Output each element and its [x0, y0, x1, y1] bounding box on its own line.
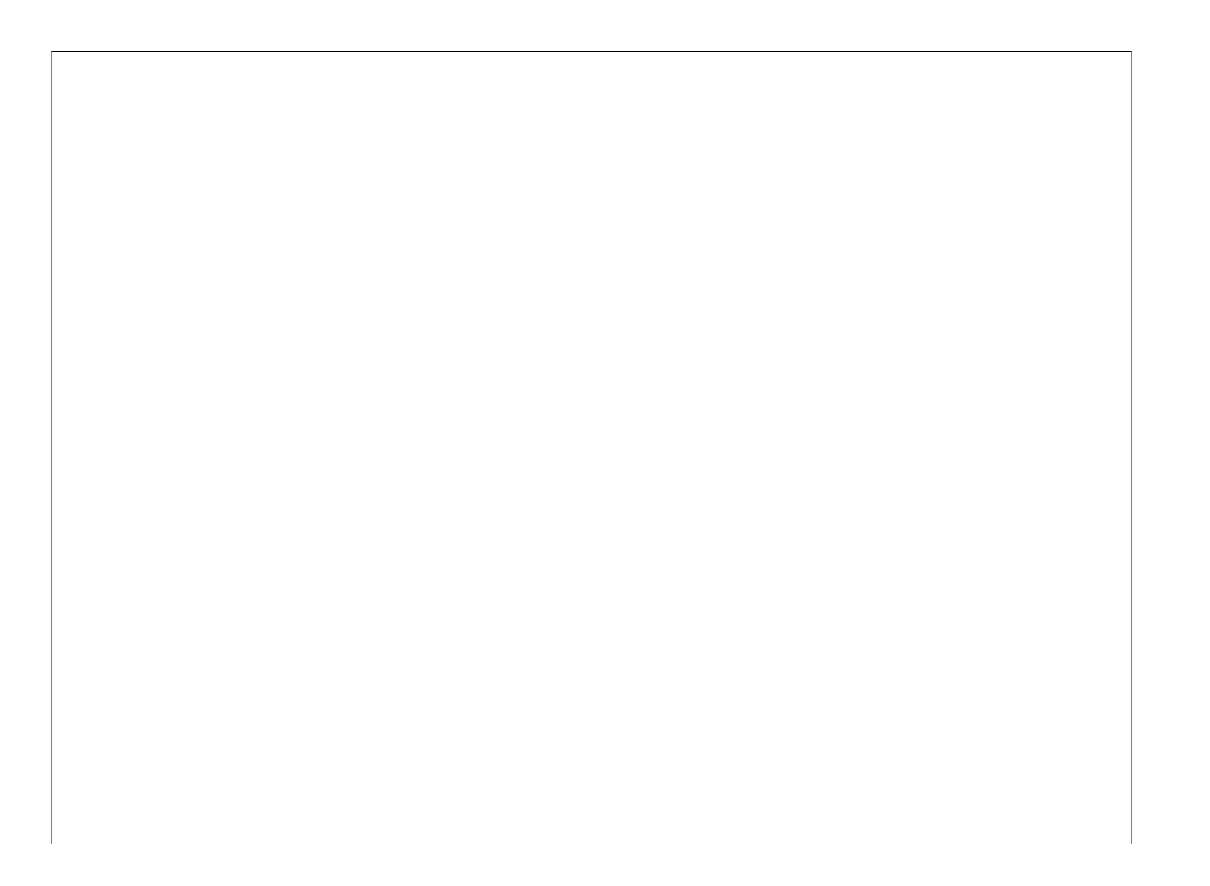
seismogram-traces — [52, 52, 1131, 844]
x-axis-ticks — [51, 843, 1131, 853]
seismogram-plot-area[interactable] — [51, 51, 1132, 844]
